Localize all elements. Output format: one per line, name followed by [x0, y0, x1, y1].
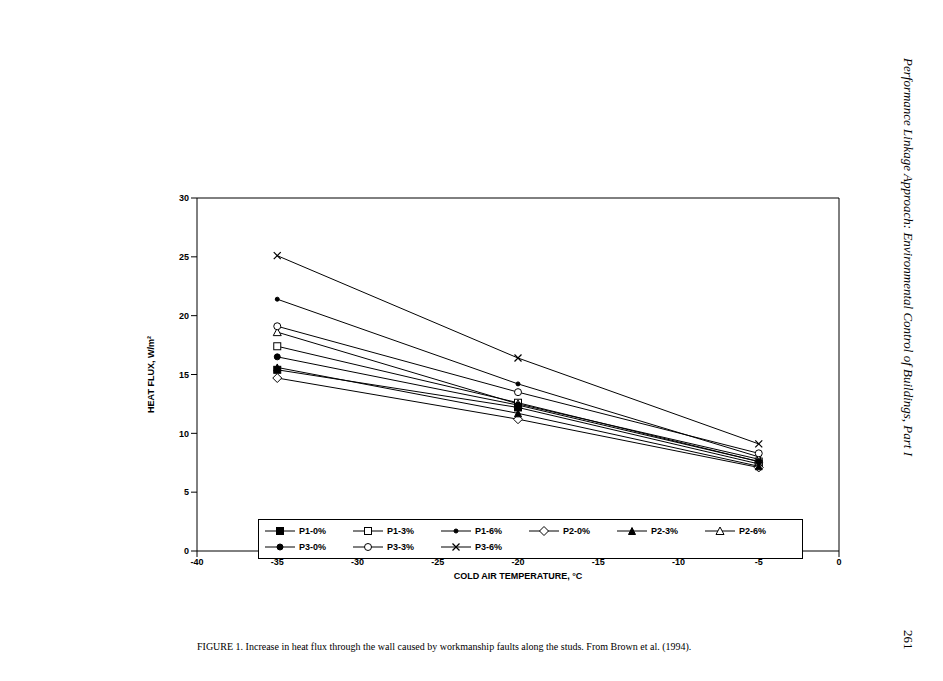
html-text:P1-3%: P1-3% — [387, 526, 414, 536]
svg-text:10: 10 — [179, 429, 189, 439]
svg-text:COLD AIR TEMPERATURE, °C: COLD AIR TEMPERATURE, °C — [454, 571, 583, 581]
svg-text:-25: -25 — [431, 557, 444, 567]
html-text:P1-0%: P1-0% — [299, 526, 326, 536]
html-text:P3-0%: P3-0% — [299, 542, 326, 552]
html-text:Performance Linkage Approach:: Performance Linkage Approach: Environmen… — [901, 58, 916, 456]
svg-text:-15: -15 — [592, 557, 605, 567]
html-text:P2-0%: P2-0% — [563, 526, 590, 536]
svg-text:25: 25 — [179, 252, 189, 262]
svg-text:HEAT FLUX, W/m²: HEAT FLUX, W/m² — [146, 336, 156, 413]
html-text:261: 261 — [901, 630, 916, 650]
svg-text:-10: -10 — [672, 557, 685, 567]
html-text:P2-3%: P2-3% — [651, 526, 678, 536]
svg-text:5: 5 — [184, 487, 189, 497]
svg-text:0: 0 — [184, 546, 189, 556]
svg-text:-35: -35 — [271, 557, 284, 567]
html-text:P1-6%: P1-6% — [475, 526, 502, 536]
html-text:P2-6%: P2-6% — [739, 526, 766, 536]
svg-text:-5: -5 — [755, 557, 763, 567]
svg-text:-40: -40 — [190, 557, 203, 567]
html-text:P3-6%: P3-6% — [475, 542, 502, 552]
svg-text:30: 30 — [179, 193, 189, 203]
svg-text:-30: -30 — [351, 557, 364, 567]
html-text:P3-3%: P3-3% — [387, 542, 414, 552]
svg-text:0: 0 — [836, 557, 841, 567]
svg-text:-20: -20 — [511, 557, 524, 567]
svg-text:15: 15 — [179, 370, 189, 380]
svg-text:20: 20 — [179, 311, 189, 321]
html-text:FIGURE 1. Increase in heat flu: FIGURE 1. Increase in heat flux through … — [197, 641, 692, 652]
